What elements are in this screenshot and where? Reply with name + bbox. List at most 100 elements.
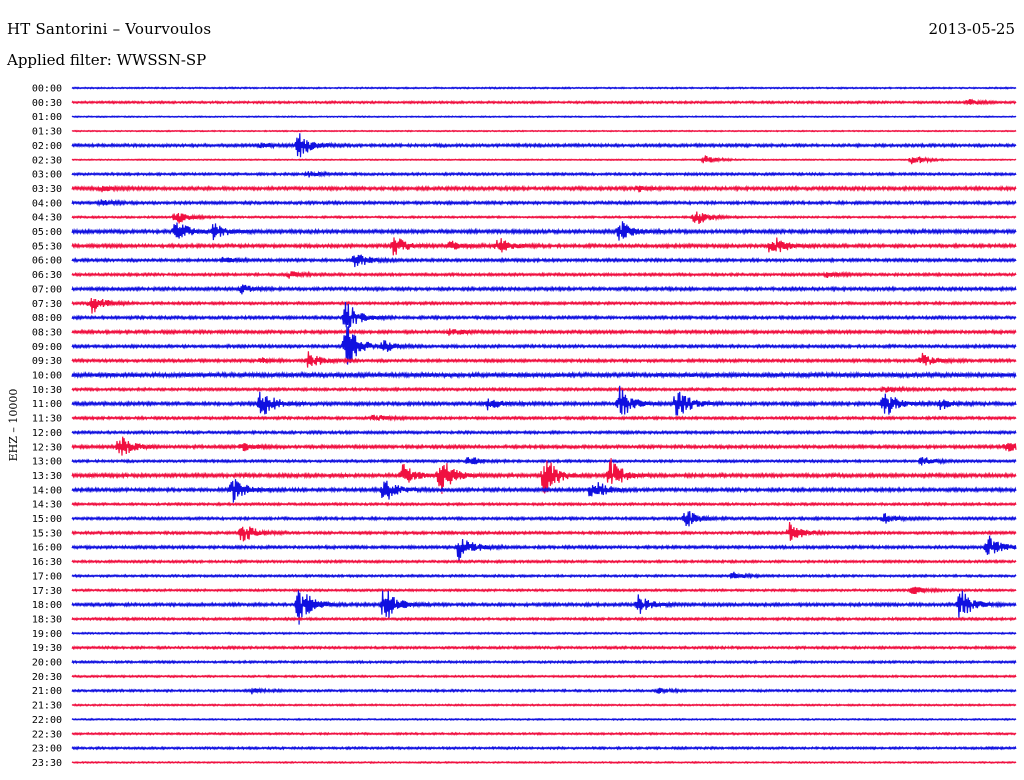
time-tick-label: 07:30 — [32, 299, 62, 310]
time-tick-label: 06:30 — [32, 270, 62, 281]
time-tick-label: 03:30 — [32, 184, 62, 195]
seismic-trace-blue — [71, 301, 1017, 329]
seismic-trace-red — [71, 703, 1017, 707]
seismic-trace-red — [71, 328, 1017, 336]
time-tick-label: 21:30 — [32, 701, 62, 712]
time-tick-label: 13:30 — [32, 471, 62, 482]
time-tick-label: 02:30 — [32, 155, 62, 166]
seismic-trace-blue — [71, 631, 1017, 636]
seismic-trace-blue — [71, 133, 1017, 158]
time-tick-label: 23:00 — [32, 744, 62, 755]
time-tick-label: 15:00 — [32, 514, 62, 525]
seismic-trace-blue — [71, 479, 1017, 503]
seismic-trace-blue — [71, 745, 1017, 751]
time-tick-label: 16:30 — [32, 557, 62, 568]
seismic-trace-blue — [71, 326, 1017, 365]
seismic-trace-blue — [71, 686, 1017, 695]
seismic-trace-red — [71, 297, 1017, 314]
time-tick-label: 15:30 — [32, 528, 62, 539]
seismic-trace-blue — [71, 370, 1017, 380]
time-tick-label: 04:30 — [32, 213, 62, 224]
time-tick-label: 03:00 — [32, 170, 62, 181]
seismic-trace-red — [71, 521, 1017, 542]
time-tick-label: 09:00 — [32, 342, 62, 353]
seismic-trace-blue — [71, 385, 1017, 416]
time-tick-label: 07:00 — [32, 284, 62, 295]
time-tick-label: 00:30 — [32, 98, 62, 109]
station-title: HT Santorini – Vourvoulos — [7, 20, 212, 38]
seismic-trace-red — [71, 674, 1017, 679]
time-tick-label: 01:30 — [32, 127, 62, 138]
seismic-trace-red — [71, 558, 1017, 565]
seismic-trace-blue — [71, 457, 1017, 466]
time-tick-label: 11:30 — [32, 414, 62, 425]
time-tick-label: 22:00 — [32, 715, 62, 726]
time-tick-label: 20:00 — [32, 658, 62, 669]
plot-date: 2013-05-25 — [928, 20, 1015, 38]
seismic-trace-red — [71, 731, 1017, 736]
time-tick-label: 12:00 — [32, 428, 62, 439]
seismic-trace-blue — [71, 511, 1017, 527]
time-tick-label: 23:30 — [32, 758, 62, 769]
time-tick-label: 02:00 — [32, 141, 62, 152]
time-tick-label: 00:00 — [32, 84, 62, 95]
seismic-trace-red — [71, 184, 1017, 193]
seismic-trace-red — [71, 616, 1017, 622]
time-tick-label: 05:30 — [32, 241, 62, 252]
seismic-trace-red — [71, 270, 1017, 279]
time-tick-label: 10:00 — [32, 371, 62, 382]
seismic-trace-blue — [71, 659, 1017, 665]
time-tick-label: 13:00 — [32, 457, 62, 468]
seismic-trace-blue — [71, 571, 1017, 580]
seismic-trace-red — [71, 351, 1017, 368]
seismic-trace-blue — [71, 429, 1017, 436]
time-tick-label: 11:00 — [32, 399, 62, 410]
time-tick-label: 20:30 — [32, 672, 62, 683]
seismic-trace-blue — [71, 86, 1017, 90]
seismic-trace-red — [71, 436, 1017, 456]
time-tick-label: 06:00 — [32, 256, 62, 267]
seismic-trace-red — [71, 760, 1017, 765]
time-tick-label: 08:30 — [32, 327, 62, 338]
seismic-trace-red — [71, 237, 1017, 256]
time-tick-label: 18:00 — [32, 600, 62, 611]
seismic-trace-red — [71, 211, 1017, 224]
time-tick-label: 17:30 — [32, 586, 62, 597]
time-tick-label: 18:30 — [32, 614, 62, 625]
time-tick-label: 16:00 — [32, 543, 62, 554]
seismic-trace-red — [71, 155, 1017, 165]
seismic-trace-blue — [71, 284, 1017, 295]
time-tick-label: 14:00 — [32, 485, 62, 496]
seismic-trace-blue — [71, 115, 1017, 119]
time-tick-label: 22:30 — [32, 729, 62, 740]
time-tick-label: 17:00 — [32, 571, 62, 582]
seismic-trace-red — [71, 98, 1017, 106]
time-tick-label: 21:00 — [32, 686, 62, 697]
seismic-trace-red — [71, 385, 1017, 393]
time-tick-label: 04:00 — [32, 198, 62, 209]
seismic-trace-blue — [71, 221, 1017, 241]
seismic-trace-blue — [71, 254, 1017, 268]
seismic-trace-red — [71, 644, 1017, 651]
seismic-trace-blue — [71, 535, 1017, 562]
time-tick-label: 01:00 — [32, 112, 62, 123]
seismic-trace-red — [71, 458, 1017, 494]
seismic-trace-red — [71, 501, 1017, 507]
time-tick-label: 08:00 — [32, 313, 62, 324]
seismic-trace-red — [71, 414, 1017, 422]
seismic-trace-blue — [71, 717, 1017, 722]
seismic-trace-blue — [71, 590, 1017, 625]
seismic-trace-red — [71, 586, 1017, 595]
time-tick-label: 19:00 — [32, 629, 62, 640]
seismic-trace-red — [71, 129, 1017, 133]
time-tick-label: 10:30 — [32, 385, 62, 396]
time-tick-label: 12:30 — [32, 442, 62, 453]
time-tick-label: 05:00 — [32, 227, 62, 238]
time-tick-label: 09:30 — [32, 356, 62, 367]
seismic-trace-blue — [71, 198, 1017, 208]
time-tick-label: 14:30 — [32, 500, 62, 511]
y-axis-label: EHZ – 10000 — [7, 389, 20, 462]
filter-label: Applied filter: WWSSN-SP — [7, 51, 207, 69]
seismic-trace-blue — [71, 170, 1017, 178]
